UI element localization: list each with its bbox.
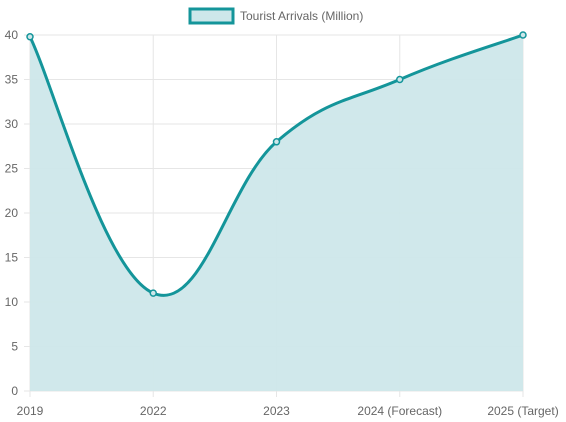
x-tick-label: 2024 (Forecast): [357, 404, 442, 418]
x-tick-label: 2025 (Target): [487, 404, 558, 418]
y-tick-label: 40: [5, 28, 19, 42]
data-point[interactable]: [519, 31, 527, 39]
area-fill-path: [30, 35, 523, 391]
legend-swatch: [188, 7, 235, 25]
y-tick-label: 30: [5, 117, 19, 131]
y-tick-label: 5: [11, 340, 18, 354]
data-point[interactable]: [396, 75, 404, 84]
y-tick-label: 10: [5, 295, 19, 309]
data-point[interactable]: [26, 33, 34, 41]
series-line: [28, 33, 524, 297]
legend[interactable]: Tourist Arrivals (Million): [188, 7, 363, 25]
x-axis-ticks: 2019 2022 2023 2024 (Forecast) 2025 (Target): [17, 404, 559, 418]
data-point[interactable]: [149, 289, 157, 297]
y-tick-label: 25: [5, 162, 19, 176]
y-tick-label: 35: [5, 73, 19, 87]
y-tick-label: 20: [5, 206, 19, 220]
area-fill: [30, 35, 523, 391]
y-tick-label: 15: [5, 251, 19, 265]
y-axis-ticks: 0 5 10 15 20 25 30 35 40: [5, 28, 19, 398]
series-line-path: [28, 33, 524, 297]
x-tick-label: 2019: [17, 404, 44, 418]
x-tick-label: 2022: [140, 404, 167, 418]
data-point[interactable]: [272, 138, 281, 146]
data-points: [26, 31, 527, 297]
x-tick-label: 2023: [263, 404, 290, 418]
y-tick-label: 0: [11, 384, 18, 398]
legend-label: Tourist Arrivals (Million): [240, 9, 363, 23]
